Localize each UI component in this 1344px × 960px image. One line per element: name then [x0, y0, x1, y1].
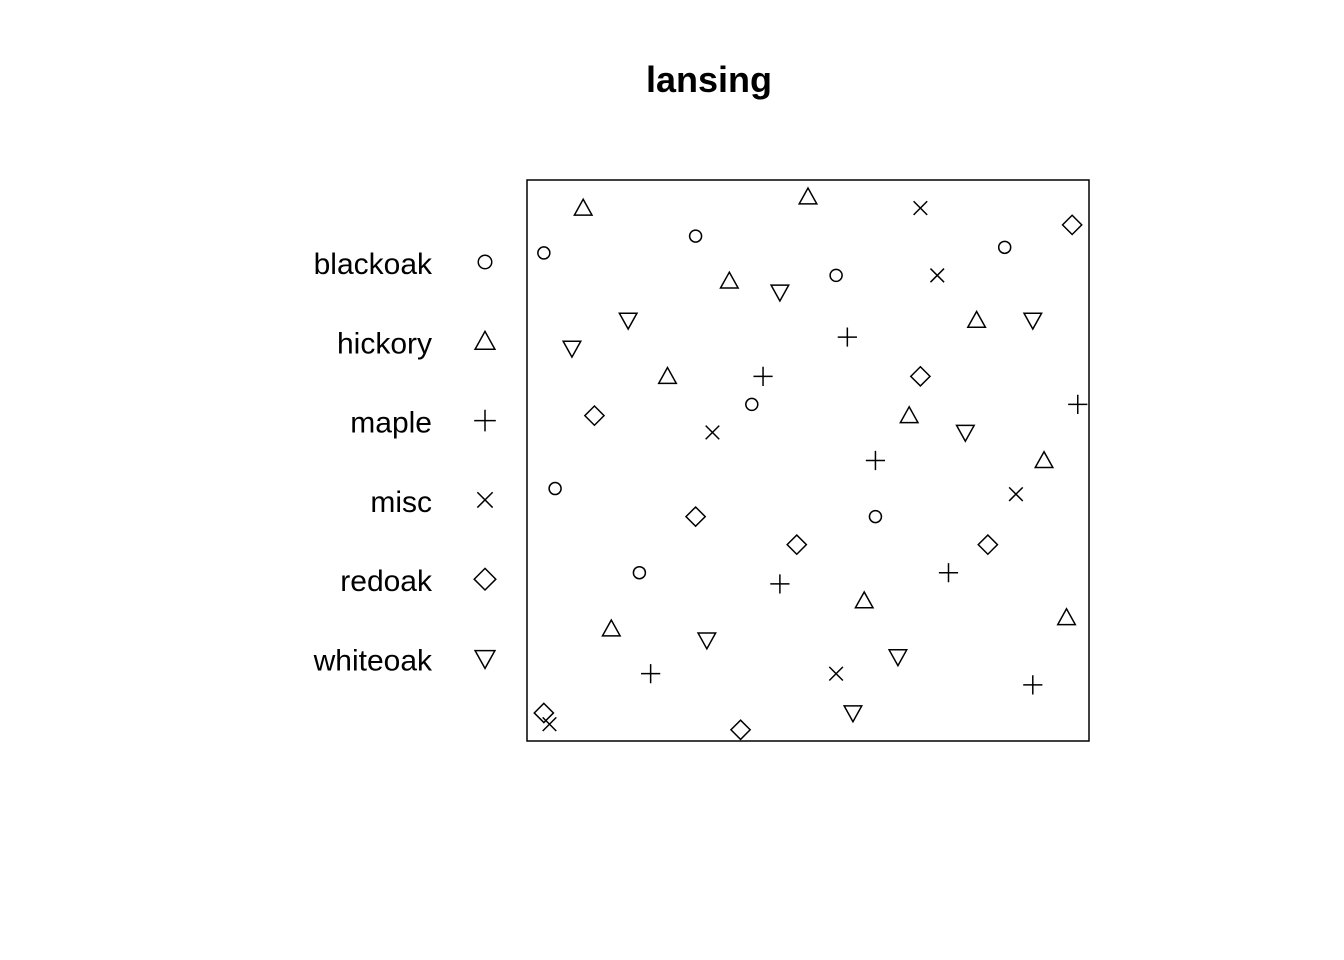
point-blackoak [537, 246, 551, 260]
point-whiteoak [769, 284, 790, 303]
point-maple [1068, 394, 1088, 414]
point-whiteoak [618, 312, 639, 331]
point-misc [929, 268, 945, 283]
point-maple [641, 664, 661, 684]
point-blackoak [548, 481, 562, 496]
point-redoak [583, 404, 606, 427]
legend-label-whiteoak: whiteoak [313, 645, 433, 678]
observation-window [526, 179, 1090, 742]
legend-symbol-redoak [473, 567, 497, 592]
point-redoak [786, 533, 808, 556]
point-whiteoak [955, 424, 976, 443]
point-redoak [909, 365, 932, 388]
point-blackoak [632, 565, 647, 580]
point-misc [1008, 486, 1024, 502]
point-hickory [966, 309, 987, 329]
point-misc [542, 716, 557, 732]
point-hickory [797, 186, 819, 205]
point-maple [938, 563, 959, 583]
point-whiteoak [561, 340, 583, 359]
legend-symbol-misc [476, 491, 494, 509]
point-whiteoak [696, 632, 717, 651]
point-redoak [1061, 214, 1083, 236]
legend-label-maple: maple [350, 407, 432, 440]
point-hickory [1033, 450, 1055, 469]
point-blackoak [997, 240, 1012, 255]
point-hickory [854, 590, 875, 609]
legend-label-hickory: hickory [337, 327, 432, 360]
point-blackoak [829, 268, 843, 283]
point-maple [753, 366, 773, 386]
point-hickory [1056, 607, 1077, 626]
point-redoak [977, 533, 999, 556]
point-whiteoak [1022, 312, 1043, 331]
point-hickory [573, 197, 594, 216]
point-maple [770, 574, 790, 594]
point-redoak [533, 702, 555, 724]
point-maple [865, 450, 886, 471]
point-misc [705, 425, 720, 440]
point-misc [913, 200, 928, 216]
legend-label-misc: misc [370, 486, 432, 519]
point-whiteoak [887, 649, 908, 668]
legend-symbol-hickory [473, 329, 497, 350]
chart-title: lansing [646, 59, 772, 100]
point-blackoak [868, 509, 883, 524]
point-misc [828, 666, 844, 682]
legend-symbol-maple [474, 409, 496, 432]
point-hickory [719, 270, 740, 289]
points-layer [533, 186, 1088, 741]
legend-symbol-whiteoak [473, 649, 497, 670]
point-hickory [657, 366, 678, 385]
legend-label-redoak: redoak [340, 565, 433, 598]
legend-symbol-blackoak [477, 254, 493, 270]
point-hickory [899, 405, 920, 424]
point-redoak [684, 505, 707, 528]
point-redoak [729, 719, 752, 741]
point-whiteoak [842, 705, 864, 724]
point-hickory [601, 618, 622, 637]
legend-label-blackoak: blackoak [314, 248, 433, 281]
point-blackoak [688, 229, 703, 243]
point-blackoak [745, 397, 759, 412]
legend: blackoak hickory maple misc redoak whiteoak [313, 248, 497, 678]
point-maple [837, 327, 857, 347]
point-maple [1023, 675, 1043, 695]
